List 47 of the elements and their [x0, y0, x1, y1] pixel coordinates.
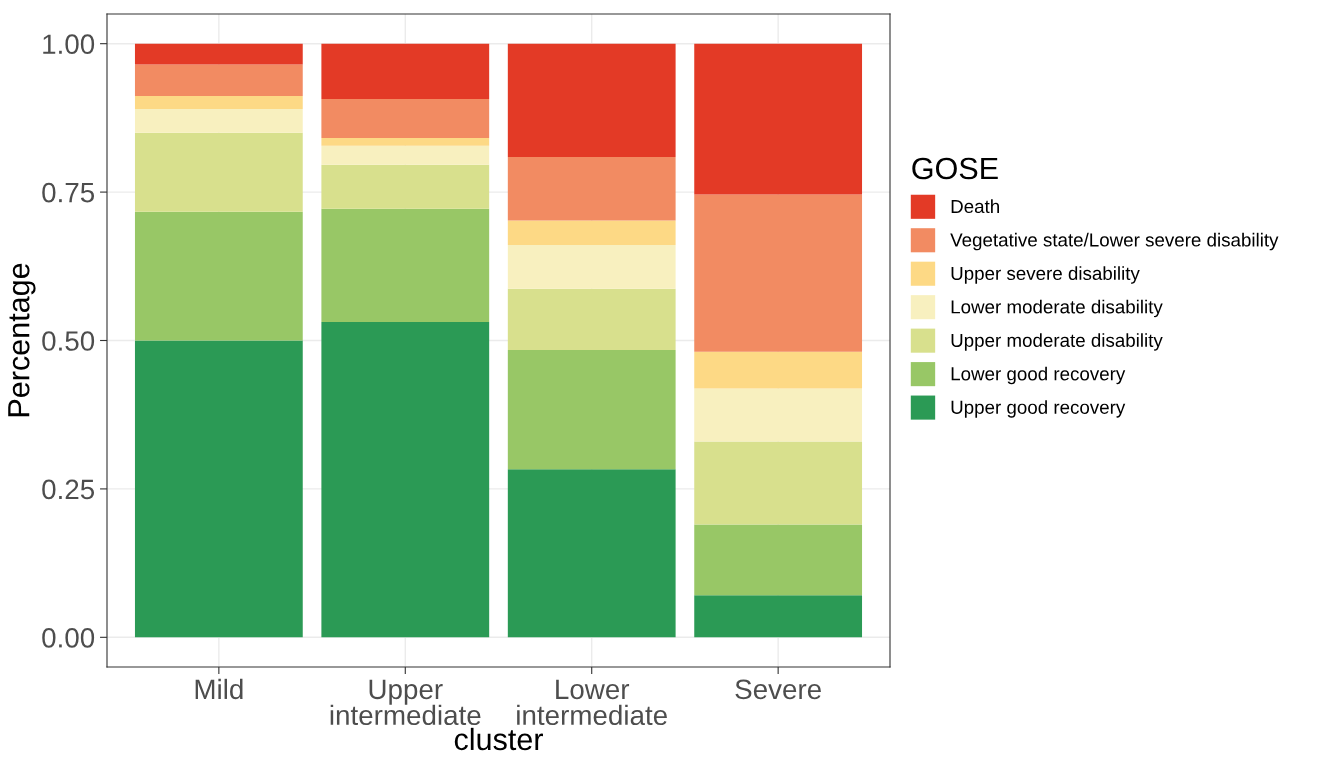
bar [694, 388, 863, 442]
legend-label: Lower good recovery [951, 366, 1126, 385]
bar [507, 157, 676, 221]
legend-label: Upper moderate disability [951, 333, 1163, 351]
bar [134, 64, 303, 96]
bar [507, 288, 676, 350]
x-tick-label: Mild [195, 678, 243, 700]
legend-title: GOSE [912, 157, 998, 180]
bar [321, 322, 490, 638]
bar [321, 98, 490, 139]
bar [507, 244, 676, 289]
legend-label: Lower moderate disability [951, 299, 1163, 318]
bar [134, 43, 303, 65]
legend-label: Upper good recovery [951, 400, 1126, 418]
x-tick-label: Upper intermediate [330, 679, 481, 726]
legend-label: Death [951, 199, 999, 214]
bar [507, 469, 676, 638]
bar [694, 595, 863, 638]
y-axis-title: Percentage [8, 263, 36, 417]
x-axis-title: cluster [454, 727, 543, 751]
bar [134, 211, 303, 341]
y-tick-label: 0.25 [42, 479, 95, 500]
bar [694, 43, 863, 195]
bar [694, 194, 863, 352]
bar [694, 524, 863, 596]
bar [321, 164, 490, 209]
bar [134, 108, 303, 133]
y-tick-label: 0.00 [42, 627, 95, 648]
bar [321, 138, 490, 146]
bar [134, 340, 303, 638]
bar [134, 132, 303, 212]
bar [694, 351, 863, 389]
bar [694, 441, 863, 525]
bar [507, 350, 676, 470]
legend-label: Vegetative state/Lower severe disability [950, 232, 1279, 251]
bar [321, 43, 490, 99]
y-tick-label: 0.75 [42, 182, 95, 203]
y-tick-label: 0.50 [42, 331, 95, 351]
bar [507, 43, 676, 158]
legend-label: Upper severe disability [951, 266, 1140, 284]
bar [321, 208, 490, 323]
bar [507, 220, 676, 245]
bar [134, 95, 303, 109]
x-tick-label: Lower intermediate [517, 679, 667, 726]
bar [321, 145, 490, 165]
x-tick-label: Severe [735, 679, 821, 700]
y-tick-label: 1.00 [43, 34, 95, 55]
